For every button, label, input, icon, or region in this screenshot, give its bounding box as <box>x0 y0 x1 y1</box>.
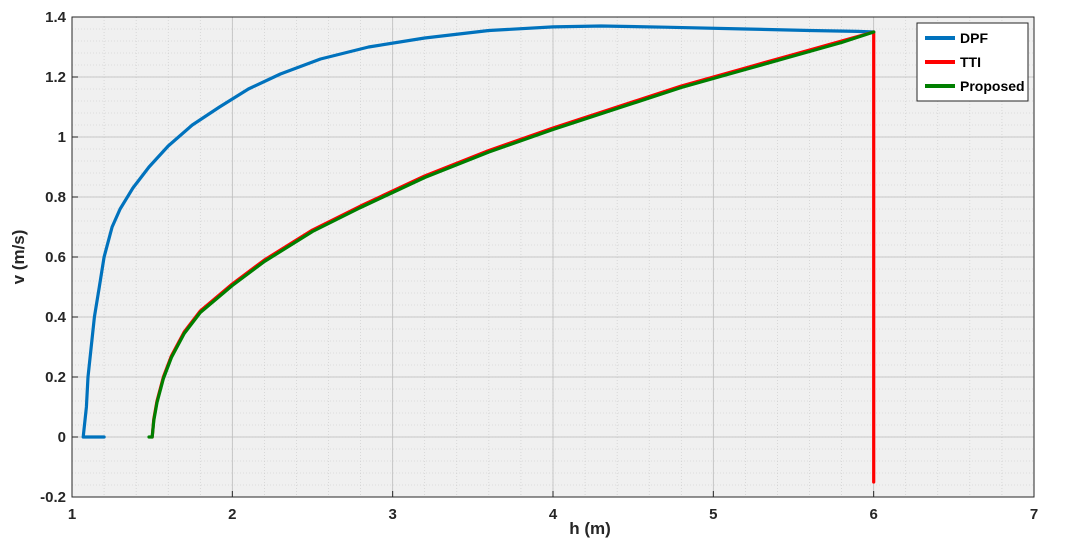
x-tick-label: 5 <box>709 506 717 523</box>
y-tick-label: -0.2 <box>40 489 66 506</box>
y-tick-label: 1.4 <box>45 9 67 26</box>
x-axis-label: h (m) <box>569 519 611 538</box>
y-axis-label: v (m/s) <box>9 230 28 285</box>
y-tick-label: 0.6 <box>45 249 66 266</box>
y-tick-label: 1.2 <box>45 69 66 86</box>
x-tick-label: 2 <box>228 506 236 523</box>
y-tick-label: 1 <box>58 129 66 146</box>
y-tick-label: 0.4 <box>45 309 67 326</box>
x-tick-label: 1 <box>68 506 76 523</box>
series-layer <box>81 24 876 484</box>
x-tick-label: 7 <box>1030 506 1038 523</box>
y-ticks: -0.2 0 0.2 0.4 0.6 0.8 1 1.2 1.4 <box>40 9 78 506</box>
x-tick-label: 6 <box>869 506 877 523</box>
y-tick-label: 0.8 <box>45 189 66 206</box>
y-tick-label: 0 <box>58 429 66 446</box>
legend-label-tti: TTI <box>960 54 981 70</box>
y-tick-label: 0.2 <box>45 369 66 386</box>
legend-label-proposed: Proposed <box>960 78 1025 94</box>
x-tick-label: 3 <box>388 506 396 523</box>
legend-label-dpf: DPF <box>960 30 988 46</box>
series-line-proposed <box>147 30 876 439</box>
legend: DPF TTI Proposed <box>916 22 1029 102</box>
series-line-dpf <box>81 24 876 439</box>
x-ticks: 1 2 3 4 5 6 7 <box>68 491 1038 523</box>
x-tick-label: 4 <box>549 506 558 523</box>
